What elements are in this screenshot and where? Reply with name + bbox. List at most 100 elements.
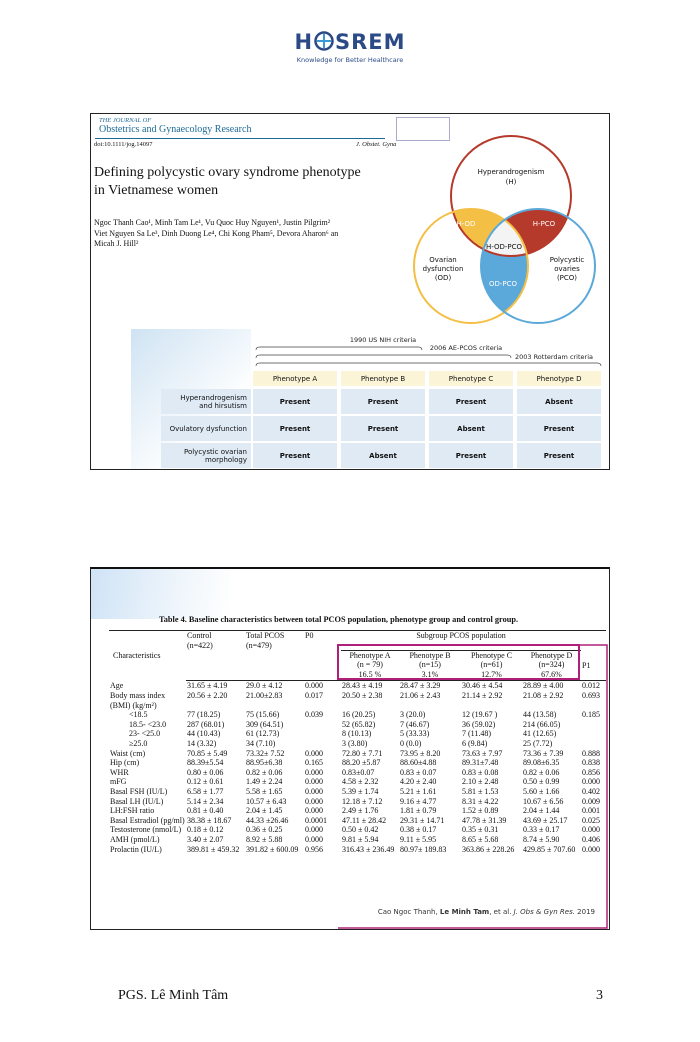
cell: 2.49 ± 1.76 <box>342 806 379 816</box>
venn-label: (H) <box>506 178 517 186</box>
row-label: Polycystic ovarian morphology <box>161 443 251 468</box>
table-head: Characteristics Control (n=422) Total PCOS(… <box>109 629 607 682</box>
cell: 75 (15.66) <box>246 710 280 720</box>
cell: 0.83 ± 0.07 <box>400 767 437 777</box>
citation-part: J. Obs & Gyn Res. <box>513 908 575 916</box>
source-citation: Cao Ngoc Thanh, Le Minh Tam, et al. J. O… <box>378 908 595 916</box>
cell: Absent <box>517 389 601 414</box>
cell: 6 (9.84) <box>462 739 488 749</box>
cell: 9.11 ± 5.95 <box>400 834 437 844</box>
header-cell <box>245 650 304 682</box>
table-row: mFG 0.12 ± 0.61 1.49 ± 2.24 0.000 4.58 ± 2.3… <box>109 777 606 787</box>
criteria-bracket <box>255 354 512 359</box>
cell: 5 (33.33) <box>400 729 430 739</box>
venn-label: Ovarian <box>429 256 457 264</box>
footer-author: PGS. Lê Minh Tâm <box>118 988 229 1003</box>
table-row: LH:FSH ratio 0.81 ± 0.40 2.04 ± 1.45 0.000 2… <box>109 806 606 816</box>
cell: 89.08±6.35 <box>523 758 560 768</box>
cell: 2.10 ± 2.48 <box>462 777 499 787</box>
criteria-label: 2006 AE-PCOS criteria <box>430 344 502 352</box>
cell: 21.00±2.83 <box>246 691 283 701</box>
cell: 0.35 ± 0.31 <box>462 825 499 835</box>
venn-label: (PCO) <box>557 274 577 282</box>
row-label: Ovulatory dysfunction <box>161 416 251 441</box>
cell: 0.83±0.07 <box>342 767 375 777</box>
cell: 4.58 ± 2.32 <box>342 777 379 787</box>
cell: 0.33 ± 0.17 <box>523 825 560 835</box>
table-title: Table 4. Baseline characteristics betwee… <box>159 615 519 624</box>
table-row: ≥25.0 14 (3.32) 34 (7.10) 3 (3.80) 0 (0.0) 6 … <box>109 739 606 749</box>
venn-label: H-OD-PCO <box>486 243 523 251</box>
cell: 3 (20.0) <box>400 710 426 720</box>
header-cell: Phenotype A (n = 79) 16.5 % <box>341 650 399 682</box>
cell: 29.0 ± 4.12 <box>246 681 283 691</box>
cell: Present <box>253 443 337 468</box>
row-label: Basal FSH (IU/L) <box>110 787 168 796</box>
venn-label: H-OD <box>457 220 476 228</box>
cell: 2.04 ± 1.44 <box>523 806 560 816</box>
cell: 316.43 ± 236.49 <box>342 844 395 854</box>
cell <box>581 720 606 730</box>
cell: 44.33 ±26.46 <box>246 815 289 825</box>
cell: 4.20 ± 2.40 <box>400 777 437 787</box>
cell: 2.04 ± 1.45 <box>246 806 283 816</box>
criteria-label: 1990 US NIH criteria <box>350 336 416 344</box>
table-row: <18.5 77 (18.25) 75 (15.66) 0.039 16 (20.25)… <box>109 710 606 720</box>
cell: 0.000 <box>582 825 601 835</box>
header-line: Phenotype B <box>409 650 451 660</box>
header-cell: Subgroup PCOS population <box>341 630 582 651</box>
cell: 0.000 <box>305 748 323 758</box>
tagline: Knowledge for Better Healthcare <box>296 56 404 64</box>
header-line: (n=15) <box>419 660 441 670</box>
row-label-line: Polycystic ovarian <box>183 447 247 456</box>
article-title: Defining polycystic ovary syndrome pheno… <box>94 164 361 200</box>
cell: 0.001 <box>582 806 601 816</box>
table-row: Basal Estradiol (pg/ml) 38.38 ± 18.67 44.3… <box>109 816 606 826</box>
row-label-line: Ovulatory dysfunction <box>169 424 247 433</box>
cell: 0.000 <box>305 767 323 777</box>
cell: 0.38 ± 0.17 <box>400 825 437 835</box>
cell: 1.52 ± 0.89 <box>462 806 499 816</box>
row-label: Testosterone (nmol/L) <box>110 825 182 835</box>
cell: 14 (3.32) <box>187 739 217 749</box>
title-line: in Vietnamese women <box>94 183 219 198</box>
header-line: 12.7% <box>481 669 502 679</box>
cell: 0.12 ± 0.61 <box>187 777 224 787</box>
cell: 0.956 <box>305 844 323 854</box>
cell: 0.009 <box>582 796 601 806</box>
cell: 0.0001 <box>305 815 327 825</box>
header-line: (n=61) <box>480 660 503 670</box>
row-label: AMH (pmol/L) <box>110 834 160 844</box>
cell: 5.39 ± 1.74 <box>342 787 379 796</box>
cell: 0.693 <box>582 691 601 701</box>
table-row: 18.5- <23.0 287 (68.01) 309 (64.51) 52 (65.… <box>109 720 606 730</box>
cell: 0.000 <box>305 825 323 835</box>
journal-citation: J. Obstet. Gyna <box>356 141 397 148</box>
row-label: Hyperandrogenism and hirsutism <box>161 389 251 414</box>
cell: 0.000 <box>582 844 601 854</box>
column-header: Phenotype B <box>341 371 425 386</box>
doi: doi:10.1111/jog.14097 <box>94 141 153 148</box>
cell: 73.32± 7.52 <box>246 748 285 758</box>
cell: 0.50 ± 0.42 <box>342 825 379 835</box>
cell: Present <box>341 416 425 441</box>
header-line: Control <box>187 631 212 640</box>
criteria-bracket <box>255 346 423 351</box>
header-cell: Total PCOS (n=479) <box>245 630 304 651</box>
header-cell: P1 <box>581 650 607 682</box>
rule <box>95 138 385 139</box>
header-line: Phenotype D <box>530 650 573 660</box>
circle-od <box>413 208 529 324</box>
cell: 0.36 ± 0.25 <box>246 825 283 835</box>
header-line: (n=479) <box>246 640 272 650</box>
cell <box>581 739 606 749</box>
column-header: Phenotype A <box>253 371 337 386</box>
cell: 0.82 ± 0.06 <box>246 767 283 777</box>
cell: 20.50 ± 2.38 <box>342 691 383 701</box>
cell: Present <box>517 443 601 468</box>
cell: 73.63 ± 7.97 <box>462 748 503 758</box>
cell: 61 (12.73) <box>246 729 280 739</box>
header-cell <box>581 630 607 651</box>
cell: 12.18 ± 7.12 <box>342 796 383 806</box>
header-line: (n=324) <box>538 660 565 670</box>
